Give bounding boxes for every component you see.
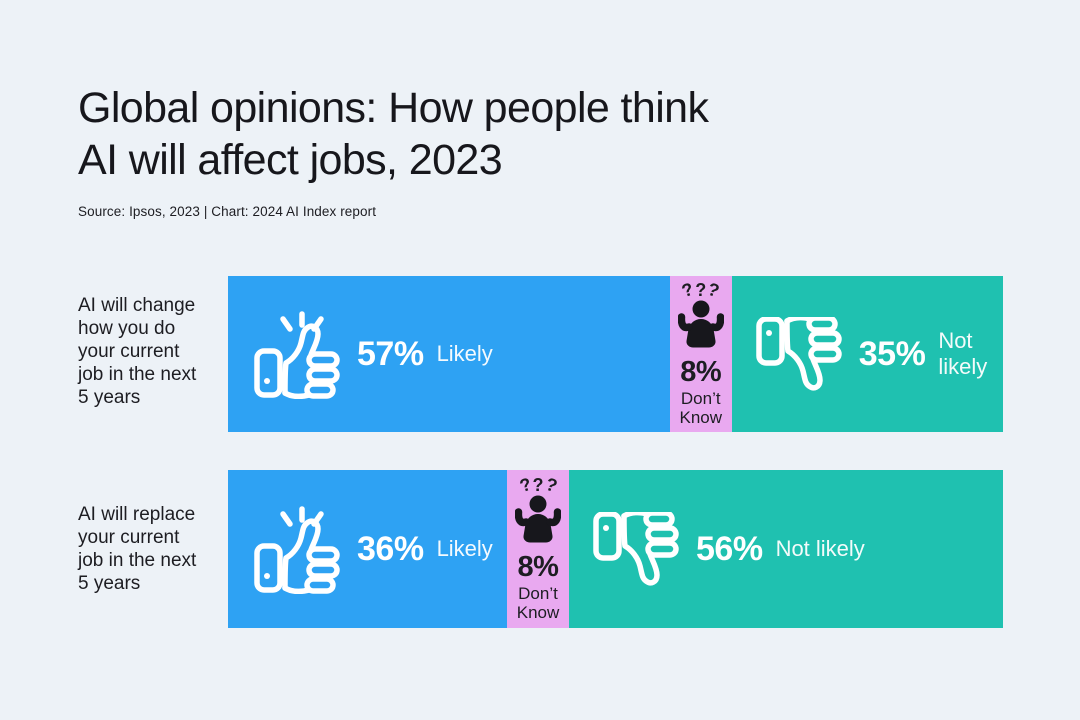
row1-label-line: how you do [78,318,176,339]
thumbs-down-icon [754,317,846,391]
row2-label-line: AI will replace [78,504,196,525]
thumbs-up-icon [252,309,344,399]
thumbs-down-icon [591,512,683,586]
confused-person-icon [677,300,725,353]
row2-dontknow-label2: Know [516,603,560,622]
question-marks: ??? [516,473,560,497]
row1-dontknow-label2: Know [679,408,723,427]
title-line-2: AI will affect jobs, 2023 [78,136,503,184]
row2-notlikely-label: Not likely [775,536,865,561]
stacked-bar-row2: 36% Likely ??? 8% Don’t Know [228,470,1003,628]
row1-notlikely-label: Not likely [938,328,988,379]
row2-notlikely-segment: 56% Not likely [569,470,1003,628]
confused-person-icon [514,495,562,548]
question-marks: ??? [679,278,723,302]
row2-likely-label: Likely [436,536,493,561]
row1-notlikely-value: 35% [858,334,926,373]
row2-label-line: job in the next [78,550,197,571]
row1-dontknow-label1: Don’t [680,389,721,408]
row2-dontknow-label1: Don’t [518,584,558,603]
row1-likely-value: 57% [357,334,424,373]
row1-dontknow-segment: ??? 8% Don’t Know [669,276,732,432]
row1-label-line: your current [78,341,180,362]
row1-category-label: AI will change how you do your current j… [78,294,228,409]
row1-notlikely-segment: 35% Not likely [731,276,1003,432]
thumbs-up-icon [252,504,344,594]
row1-likely-segment: 57% Likely [228,276,670,432]
row1-label-line: 5 years [78,387,141,408]
source-caption: Source: Ipsos, 2023 | Chart: 2024 AI Ind… [78,204,377,219]
row2-dontknow-segment: ??? 8% Don’t Know [507,470,569,628]
row2-notlikely-value: 56% [696,529,763,568]
row1-likely-label: Likely [436,341,493,366]
row1-label-line: job in the next [78,364,197,385]
row2-likely-value: 36% [357,529,424,568]
row2-dontknow-value: 8% [517,551,559,583]
row2-category-label: AI will replace your current job in the … [78,503,228,595]
page-title: Global opinions: How people think AI wil… [78,82,709,186]
title-line-1: Global opinions: How people think [78,84,709,132]
row1-dontknow-value: 8% [680,356,722,388]
row2-likely-segment: 36% Likely [228,470,507,628]
stacked-bar-row1: 57% Likely ??? 8% Don’t Know [228,276,1003,432]
row2-label-line: 5 years [78,573,141,594]
row2-label-line: your current [78,527,180,548]
row1-label-line: AI will change [78,295,196,316]
